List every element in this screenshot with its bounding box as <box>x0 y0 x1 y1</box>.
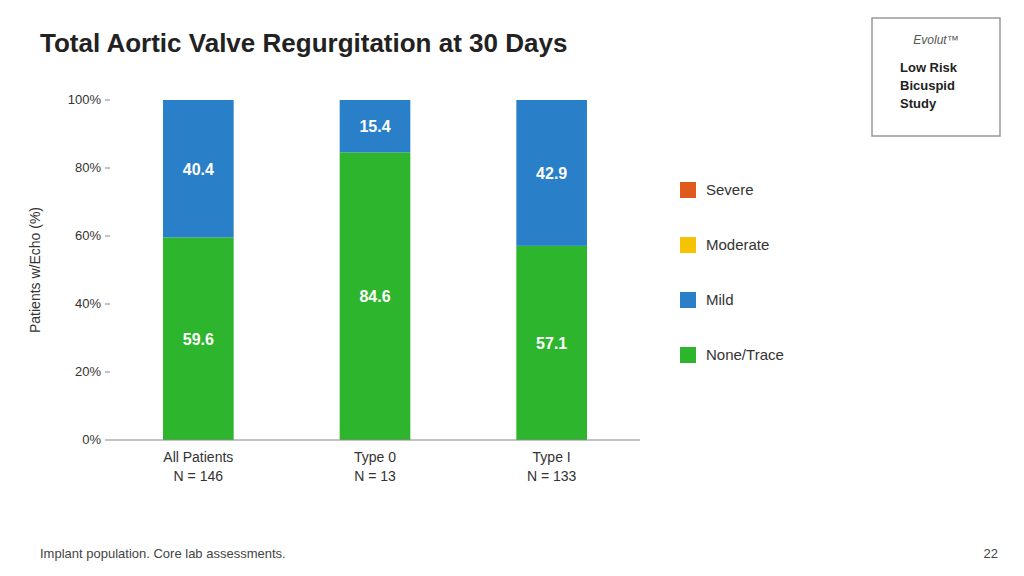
chart: Total Aortic Valve Regurgitation at 30 D… <box>0 0 1024 576</box>
category-label: Type 0 N = 13 <box>354 449 396 484</box>
footer: Implant population. Core lab assessments… <box>40 546 286 561</box>
tick-label: 20% <box>75 364 101 379</box>
x-axis: All Patients N = 146 Type 0 N = 13 Type I N =… <box>110 440 640 484</box>
data-label: 57.1 <box>536 335 567 352</box>
text-line: N = 13 <box>354 468 396 484</box>
legend-label: None/Trace <box>706 346 784 363</box>
tick-label: 0% <box>82 432 101 447</box>
data-label: 15.4 <box>359 118 390 135</box>
tick-label: 80% <box>75 160 101 175</box>
bar-segment <box>516 100 587 246</box>
bar-segment <box>340 100 411 101</box>
background <box>0 0 1024 576</box>
data-label: 40.4 <box>183 161 214 178</box>
tick-mark <box>105 372 110 373</box>
data-labels: 59.6 84.6 57.1 40.4 15.4 42.9 <box>183 118 568 352</box>
legend-label: Severe <box>706 181 754 198</box>
logo-text: Evolut™ <box>913 33 958 47</box>
tick-label: 40% <box>75 296 101 311</box>
tick-mark <box>105 100 110 101</box>
data-label: 42.9 <box>536 165 567 182</box>
bar-segment <box>340 100 411 101</box>
text-line: N = 133 <box>527 468 577 484</box>
tick-mark <box>105 168 110 169</box>
legend-swatch <box>680 237 696 253</box>
text-line: Bicuspid <box>900 78 955 93</box>
text-line: Study <box>900 96 937 111</box>
annotations: Evolut™ Low Risk Bicuspid Study Implant popu… <box>40 18 1000 561</box>
bar-segment <box>163 237 234 440</box>
tick-mark <box>105 440 110 441</box>
y-axis-label: Patients w/Echo (%) <box>27 207 43 333</box>
page-number: 22 <box>984 546 998 561</box>
tick-mark <box>105 236 110 237</box>
y-axis: 0% 20% 40% 60% 80% 100% <box>68 92 110 447</box>
logo-text: Low Risk Bicuspid Study <box>900 60 958 111</box>
bar-segment <box>340 152 411 440</box>
legend: Severe Moderate Mild None/Trace <box>680 181 784 363</box>
logo-box <box>872 18 1000 136</box>
text-line: All Patients <box>163 449 233 465</box>
bar-segment <box>516 246 587 440</box>
category-label: Type I N = 133 <box>527 449 577 484</box>
bar-segment <box>163 100 234 101</box>
legend-label: Mild <box>706 291 734 308</box>
legend-swatch <box>680 347 696 363</box>
bar-segment <box>516 100 587 101</box>
legend-swatch <box>680 182 696 198</box>
legend-swatch <box>680 292 696 308</box>
text-line: Type 0 <box>354 449 396 465</box>
bar-segment <box>516 100 587 101</box>
bars <box>163 100 587 440</box>
text-line: N = 146 <box>174 468 224 484</box>
data-label: 59.6 <box>183 331 214 348</box>
axis-line <box>110 440 640 441</box>
tick-mark <box>105 304 110 305</box>
bar-segment <box>340 100 411 152</box>
tick-label: 60% <box>75 228 101 243</box>
legend-label: Moderate <box>706 236 769 253</box>
text-line: Low Risk <box>900 60 958 75</box>
title: Total Aortic Valve Regurgitation at 30 D… <box>40 28 567 58</box>
data-label: 84.6 <box>359 288 390 305</box>
category-label: All Patients N = 146 <box>163 449 233 484</box>
bar-segment <box>163 100 234 101</box>
bar-segment <box>163 100 234 237</box>
tick-label: 100% <box>68 92 102 107</box>
text-line: Type I <box>533 449 571 465</box>
